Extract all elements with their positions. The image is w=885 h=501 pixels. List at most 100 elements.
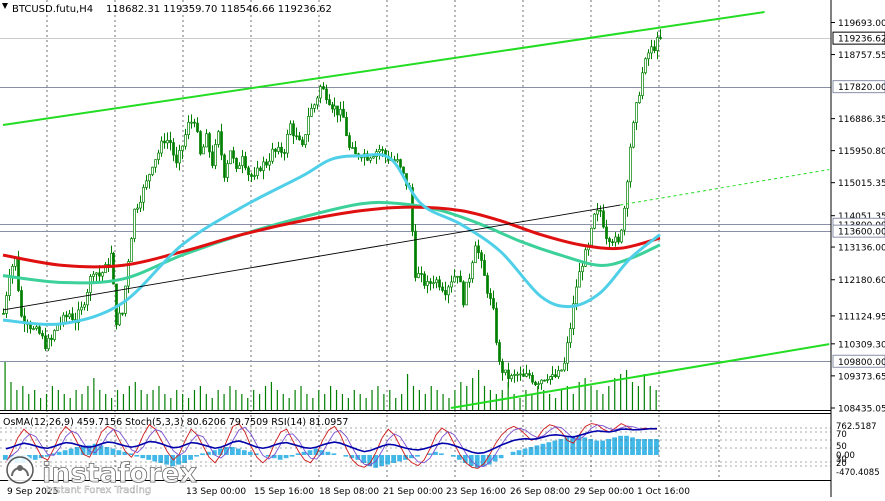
- candle[interactable]: [38, 323, 41, 335]
- collapse-triangle-icon[interactable]: [2, 3, 8, 9]
- candle[interactable]: [423, 271, 426, 289]
- candle[interactable]: [250, 172, 253, 183]
- candle[interactable]: [578, 262, 581, 288]
- candle[interactable]: [471, 260, 474, 283]
- candle[interactable]: [92, 271, 95, 282]
- candle[interactable]: [50, 334, 53, 347]
- candle[interactable]: [513, 369, 516, 383]
- candle[interactable]: [328, 94, 331, 106]
- candle[interactable]: [112, 251, 115, 285]
- candle[interactable]: [569, 322, 572, 348]
- candle[interactable]: [298, 131, 301, 141]
- candle[interactable]: [620, 229, 623, 244]
- candle[interactable]: [560, 369, 563, 372]
- candle[interactable]: [5, 291, 8, 318]
- candle[interactable]: [632, 120, 635, 149]
- candle[interactable]: [435, 276, 438, 289]
- candle[interactable]: [492, 290, 495, 311]
- candle[interactable]: [316, 95, 319, 110]
- candle[interactable]: [653, 40, 656, 54]
- candle[interactable]: [32, 326, 35, 331]
- candle[interactable]: [623, 205, 626, 236]
- candle[interactable]: [486, 272, 489, 298]
- candle[interactable]: [136, 203, 139, 213]
- candle[interactable]: [453, 269, 456, 283]
- candle[interactable]: [396, 153, 399, 163]
- candle[interactable]: [310, 103, 313, 117]
- candle[interactable]: [256, 160, 259, 180]
- candle[interactable]: [462, 280, 465, 308]
- candle[interactable]: [599, 205, 602, 217]
- candle[interactable]: [286, 129, 289, 158]
- candles[interactable]: [2, 29, 662, 390]
- candle[interactable]: [20, 286, 23, 318]
- candle[interactable]: [154, 159, 157, 173]
- candle[interactable]: [283, 149, 286, 161]
- candle[interactable]: [199, 130, 202, 156]
- candle[interactable]: [241, 149, 244, 174]
- candle[interactable]: [71, 307, 74, 321]
- candle[interactable]: [441, 282, 444, 293]
- candle[interactable]: [289, 120, 292, 136]
- candle[interactable]: [89, 274, 92, 301]
- candle[interactable]: [169, 131, 172, 151]
- candle[interactable]: [554, 369, 557, 378]
- candle[interactable]: [641, 67, 644, 100]
- candle[interactable]: [205, 129, 208, 148]
- candle[interactable]: [650, 39, 653, 60]
- candle[interactable]: [41, 330, 44, 340]
- candle[interactable]: [118, 305, 121, 327]
- candle[interactable]: [160, 136, 163, 157]
- candle[interactable]: [121, 312, 124, 316]
- candle[interactable]: [229, 150, 232, 165]
- candle[interactable]: [581, 260, 584, 281]
- candle[interactable]: [178, 144, 181, 171]
- candle[interactable]: [566, 336, 569, 371]
- candle[interactable]: [417, 266, 420, 279]
- candle[interactable]: [617, 233, 620, 245]
- candle[interactable]: [333, 97, 336, 117]
- candle[interactable]: [647, 49, 650, 66]
- candle[interactable]: [2, 308, 5, 315]
- candle[interactable]: [172, 138, 175, 162]
- candle[interactable]: [187, 115, 190, 140]
- candle[interactable]: [166, 132, 169, 149]
- candle[interactable]: [253, 167, 256, 180]
- candle[interactable]: [510, 373, 513, 382]
- candle[interactable]: [590, 227, 593, 248]
- candle[interactable]: [378, 144, 381, 160]
- candle[interactable]: [77, 301, 80, 331]
- candle[interactable]: [596, 203, 599, 222]
- candle[interactable]: [489, 288, 492, 306]
- candle[interactable]: [130, 237, 133, 262]
- candle[interactable]: [44, 327, 47, 351]
- candle[interactable]: [543, 379, 546, 382]
- candle[interactable]: [277, 141, 280, 155]
- candle[interactable]: [80, 301, 83, 315]
- candle[interactable]: [342, 101, 345, 118]
- candle[interactable]: [501, 358, 504, 381]
- candle[interactable]: [572, 295, 575, 336]
- candle[interactable]: [638, 91, 641, 104]
- candle[interactable]: [301, 136, 304, 147]
- candle[interactable]: [295, 127, 298, 140]
- candle[interactable]: [549, 375, 552, 385]
- candle[interactable]: [339, 101, 342, 122]
- candle[interactable]: [551, 366, 554, 381]
- candle[interactable]: [226, 160, 229, 183]
- candle[interactable]: [319, 84, 322, 104]
- candle[interactable]: [157, 149, 160, 165]
- candle[interactable]: [522, 368, 525, 377]
- candle[interactable]: [480, 250, 483, 269]
- candle[interactable]: [53, 329, 56, 342]
- candle[interactable]: [507, 362, 510, 388]
- candle[interactable]: [468, 273, 471, 288]
- candle[interactable]: [593, 212, 596, 230]
- candle[interactable]: [414, 224, 417, 282]
- candle[interactable]: [537, 381, 540, 389]
- candle[interactable]: [611, 238, 614, 246]
- candle[interactable]: [504, 369, 507, 376]
- candle[interactable]: [447, 284, 450, 304]
- candle[interactable]: [307, 107, 310, 142]
- candle[interactable]: [265, 158, 268, 168]
